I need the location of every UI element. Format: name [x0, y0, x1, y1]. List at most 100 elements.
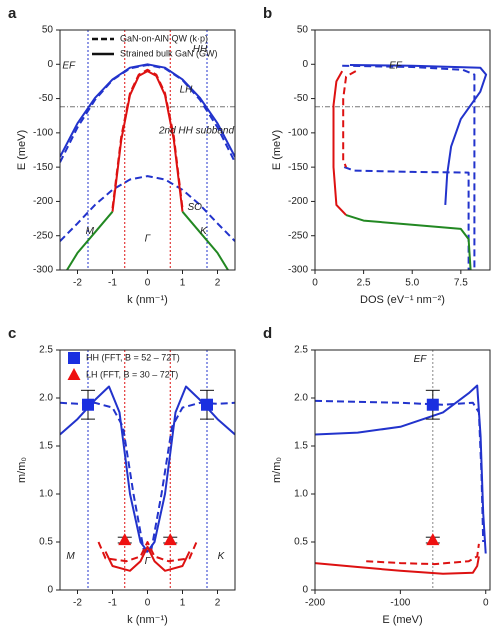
annotation: EF	[62, 61, 76, 72]
x-tick-label: 2	[215, 278, 221, 289]
x-tick-label: -1	[108, 598, 117, 609]
y-tick-label: -100	[33, 127, 53, 138]
y-tick-label: -300	[288, 265, 308, 276]
y-tick-label: -150	[288, 162, 308, 173]
y-tick-label: 1.0	[294, 489, 308, 500]
curve	[342, 64, 476, 270]
plot-area	[60, 30, 235, 270]
plot-area	[315, 64, 490, 270]
y-tick-label: -300	[33, 265, 53, 276]
y-tick-label: -200	[33, 196, 53, 207]
x-tick-label: 0	[312, 278, 318, 289]
y-tick-label: 0	[302, 585, 308, 596]
curve	[104, 545, 191, 572]
legend-marker	[67, 368, 81, 380]
y-tick-label: 0	[302, 59, 308, 70]
curve	[60, 63, 235, 158]
x-tick-label: -100	[390, 598, 410, 609]
panel-label: a	[8, 5, 17, 22]
annotation: 2nd HH subband	[158, 125, 234, 136]
annotation: EF	[414, 354, 428, 365]
curve	[60, 64, 235, 163]
panel-label: d	[263, 325, 272, 342]
curve	[111, 68, 184, 209]
y-tick-label: -100	[288, 127, 308, 138]
x-tick-label: -2	[73, 598, 82, 609]
annotation: HH	[193, 44, 208, 55]
y-tick-label: -50	[39, 93, 54, 104]
annotation: K	[218, 551, 226, 562]
curve	[111, 70, 184, 212]
curve	[342, 70, 357, 168]
plot-area	[315, 350, 487, 590]
y-tick-label: -200	[288, 196, 308, 207]
curve	[60, 385, 235, 553]
x-tick-label: 1	[180, 598, 186, 609]
y-tick-label: 0.5	[294, 537, 308, 548]
y-tick-label: -150	[33, 162, 53, 173]
curve	[332, 70, 347, 216]
panel-label: c	[8, 325, 16, 342]
y-tick-label: 50	[297, 25, 309, 36]
x-tick-label: 5.0	[405, 278, 419, 289]
plot-area	[60, 350, 235, 590]
x-tick-label: 0	[483, 598, 489, 609]
y-tick-label: 2.5	[294, 345, 308, 356]
y-tick-label: 1.5	[39, 441, 53, 452]
annotation: M	[66, 551, 75, 562]
marker	[82, 398, 94, 411]
y-tick-label: 1.0	[39, 489, 53, 500]
marker	[201, 398, 213, 411]
y-tick-label: 0	[47, 585, 53, 596]
plot-frame	[314, 29, 491, 271]
curve	[60, 175, 235, 242]
curve	[60, 401, 235, 553]
y-tick-label: 50	[42, 25, 54, 36]
curve	[366, 543, 480, 566]
curve	[315, 399, 485, 543]
legend-marker	[68, 352, 80, 364]
marker	[118, 533, 132, 546]
y-axis-label: m/m₀	[271, 457, 283, 483]
y-tick-label: -250	[288, 230, 308, 241]
legend-label: GaN-on-AlN QW (k·p)	[120, 33, 208, 43]
annotation: EF	[389, 61, 403, 72]
y-axis-label: E (meV)	[271, 130, 283, 170]
plot-frame	[59, 29, 236, 271]
y-tick-label: 0.5	[39, 537, 53, 548]
x-tick-label: 7.5	[454, 278, 468, 289]
y-tick-label: 2.0	[294, 393, 308, 404]
y-tick-label: 0	[47, 59, 53, 70]
curve	[315, 556, 480, 575]
y-tick-label: 1.5	[294, 441, 308, 452]
x-axis-label: k (nm⁻¹)	[127, 294, 168, 306]
legend-label: Strained bulk GaN (GW)	[120, 48, 218, 58]
marker	[163, 533, 177, 546]
x-tick-label: 2.5	[357, 278, 371, 289]
annotation: K	[200, 226, 208, 237]
annotation: Γ	[145, 233, 152, 244]
y-tick-label: -50	[294, 93, 309, 104]
plot-frame	[314, 349, 491, 591]
x-axis-label: DOS (eV⁻¹ nm⁻²)	[360, 294, 445, 306]
curve	[66, 211, 229, 270]
y-tick-label: -250	[33, 230, 53, 241]
y-axis-label: m/m₀	[16, 457, 28, 483]
marker	[426, 533, 440, 546]
annotation: Γ	[145, 556, 152, 567]
x-tick-label: -200	[305, 598, 325, 609]
curve	[97, 541, 198, 563]
annotation: M	[86, 226, 95, 237]
curve	[345, 214, 472, 270]
y-tick-label: 2.0	[39, 393, 53, 404]
x-axis-label: E (meV)	[382, 614, 422, 626]
x-axis-label: k (nm⁻¹)	[127, 614, 168, 626]
curve	[343, 166, 470, 270]
annotation: SO	[188, 202, 203, 213]
x-tick-label: 0	[145, 278, 151, 289]
panel-label: b	[263, 5, 272, 22]
plot-frame	[59, 349, 236, 591]
curve	[349, 64, 488, 205]
x-tick-label: 0	[145, 598, 151, 609]
